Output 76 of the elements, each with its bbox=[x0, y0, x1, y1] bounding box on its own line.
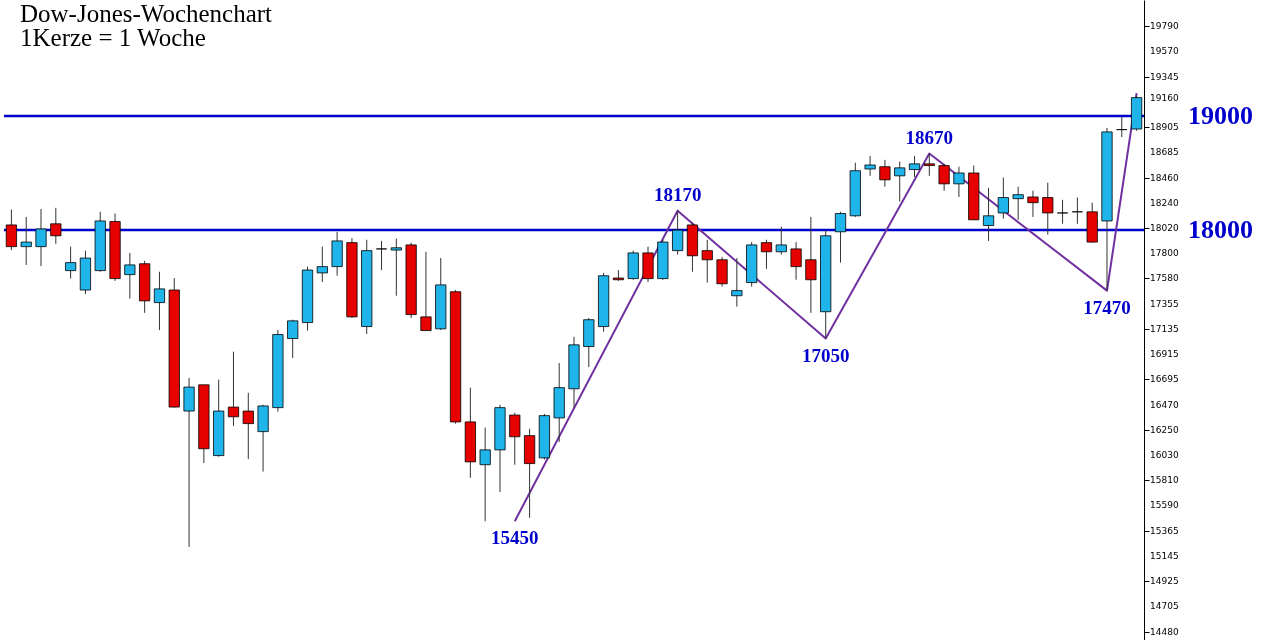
annotation: 18170 bbox=[653, 183, 702, 205]
candlestick bbox=[760, 239, 773, 270]
candlestick bbox=[1027, 190, 1039, 218]
candlestick bbox=[124, 252, 136, 300]
y-tick-label: 17580 bbox=[1150, 273, 1179, 284]
candlestick bbox=[701, 239, 713, 284]
candlestick bbox=[894, 161, 906, 203]
y-tick-label: 19345 bbox=[1150, 71, 1179, 82]
candlestick bbox=[672, 210, 684, 256]
annotation: 17470 bbox=[1083, 296, 1131, 318]
y-tick-label: 16695 bbox=[1150, 374, 1179, 385]
candlestick bbox=[982, 187, 995, 242]
candlestick bbox=[227, 351, 240, 427]
y-tick-label: 18685 bbox=[1150, 146, 1179, 157]
y-tick-label: 18460 bbox=[1150, 172, 1179, 183]
candlestick bbox=[775, 226, 787, 256]
candlestick bbox=[316, 246, 328, 283]
y-tick-label: 15810 bbox=[1150, 475, 1179, 486]
y-tick-label: 15365 bbox=[1150, 525, 1179, 536]
y-tick-label: 16250 bbox=[1150, 424, 1179, 435]
candlestick bbox=[375, 240, 388, 271]
candlestick bbox=[908, 155, 921, 178]
candlestick bbox=[390, 238, 402, 297]
candlestick bbox=[938, 163, 950, 192]
y-tick-label: 18905 bbox=[1150, 121, 1179, 132]
candlestick bbox=[997, 177, 1009, 220]
y-tick-label: 14925 bbox=[1150, 576, 1179, 587]
y-tick-label: 14705 bbox=[1150, 601, 1179, 612]
candlestick bbox=[153, 271, 166, 331]
text: 1Kerze = 1 Woche bbox=[20, 24, 206, 51]
candlestick bbox=[65, 246, 77, 280]
candlestick bbox=[1012, 186, 1024, 221]
candlestick bbox=[731, 257, 743, 308]
y-tick-label: 18240 bbox=[1150, 197, 1179, 208]
chart-title: Dow-Jones-Wochenchart bbox=[20, 0, 273, 27]
candlestick bbox=[420, 251, 432, 332]
ref-line-label: 18000 bbox=[1188, 215, 1253, 245]
y-tick-label: 19790 bbox=[1150, 20, 1179, 31]
y-tick-label: 19160 bbox=[1150, 92, 1179, 103]
y-tick-label: 17135 bbox=[1150, 323, 1179, 334]
y-tick-label: 16030 bbox=[1150, 450, 1179, 461]
y-tick-label: 15590 bbox=[1150, 500, 1179, 511]
y-tick-label: 19570 bbox=[1150, 45, 1179, 56]
candlestick bbox=[50, 207, 62, 245]
candlestick bbox=[834, 211, 847, 264]
annotation: 15450 bbox=[491, 527, 539, 549]
candlestick bbox=[716, 256, 728, 288]
y-tick-label: 15145 bbox=[1150, 551, 1179, 562]
candlestick bbox=[1071, 197, 1083, 225]
candlestick bbox=[242, 392, 254, 460]
annotation: 18670 bbox=[905, 126, 954, 148]
candlestick bbox=[1056, 199, 1069, 225]
candlestick bbox=[864, 155, 876, 177]
annotation: 17050 bbox=[801, 344, 850, 366]
candlestick bbox=[953, 166, 965, 198]
candlestick bbox=[879, 159, 891, 188]
candlestick bbox=[5, 209, 17, 251]
candlestick bbox=[1042, 182, 1054, 236]
candlestick bbox=[287, 319, 299, 359]
y-tick-label: 16470 bbox=[1150, 399, 1179, 410]
y-tick-label: 16915 bbox=[1150, 348, 1179, 359]
candlestick bbox=[790, 241, 802, 281]
y-tick-label: 18020 bbox=[1150, 222, 1179, 233]
candlestick bbox=[183, 377, 195, 548]
y-tick-label: 14480 bbox=[1150, 627, 1179, 638]
candlestick bbox=[35, 208, 47, 267]
candlestick bbox=[805, 216, 817, 314]
candlestick bbox=[923, 153, 935, 177]
line-series bbox=[513, 92, 1138, 523]
candlestick bbox=[509, 412, 521, 466]
candlestick bbox=[479, 427, 491, 522]
y-tick-label: 17800 bbox=[1150, 247, 1179, 258]
candlestick bbox=[1116, 116, 1128, 138]
candlestick bbox=[20, 216, 32, 266]
y-tick-label: 17355 bbox=[1150, 298, 1179, 309]
ref-line-label: 19000 bbox=[1188, 100, 1253, 130]
